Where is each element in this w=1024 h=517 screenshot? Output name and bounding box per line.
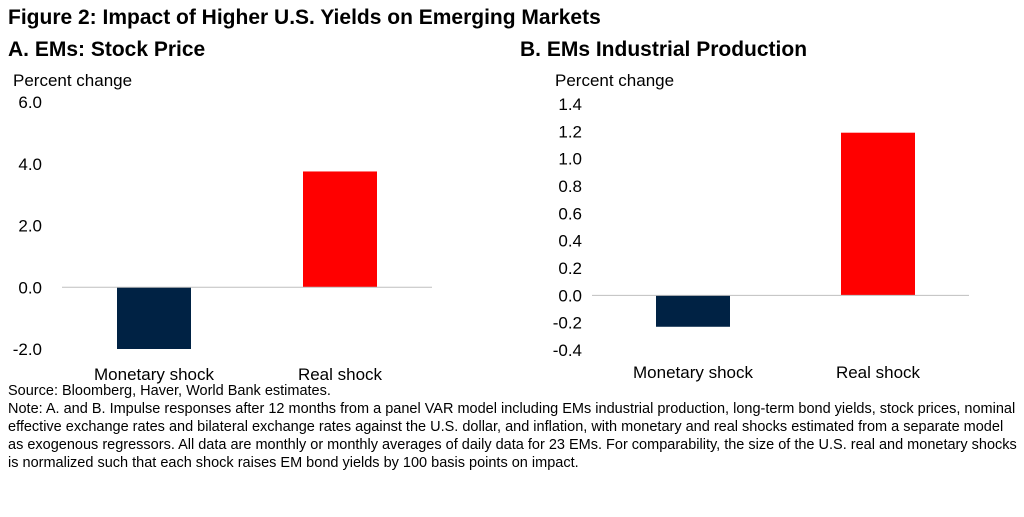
y-tick-label: 0.0 xyxy=(558,286,582,305)
industrial-production-chart: Percent change 1.4 1.2 1.0 0.8 0.6 0.4 0.2 0.0 -0… xyxy=(553,71,969,382)
y-tick-label: 0.0 xyxy=(18,278,42,297)
y-axis-label: Percent change xyxy=(555,71,674,90)
y-tick-label: 0.8 xyxy=(558,177,582,196)
y-tick-label: 2.0 xyxy=(18,217,42,236)
y-tick-label: 0.4 xyxy=(558,232,582,251)
y-tick-label: 1.2 xyxy=(558,122,582,141)
y-axis-label: Percent change xyxy=(13,71,132,90)
bar-real-shock xyxy=(303,171,377,288)
panel-b-title: B. EMs Industrial Production xyxy=(520,38,808,61)
figure-title: Figure 2: Impact of Higher U.S. Yields o… xyxy=(8,6,601,29)
y-tick-label: 0.2 xyxy=(558,259,582,278)
category-label: Real shock xyxy=(836,363,921,382)
y-tick-label: 1.0 xyxy=(558,150,582,169)
category-label: Monetary shock xyxy=(633,363,753,382)
y-tick-label: -0.2 xyxy=(553,314,582,333)
bar-monetary-shock xyxy=(117,287,191,349)
y-tick-label: -2.0 xyxy=(13,340,42,359)
y-tick-label: 4.0 xyxy=(18,155,42,174)
methodology-note: Note: A. and B. Impulse responses after … xyxy=(8,401,1017,471)
source-note: Source: Bloomberg, Haver, World Bank est… xyxy=(8,383,331,399)
y-tick-label: -0.4 xyxy=(553,341,582,360)
bar-monetary-shock xyxy=(656,295,730,327)
category-label: Real shock xyxy=(298,365,383,384)
bar-real-shock xyxy=(841,132,915,296)
figure-notes: Source: Bloomberg, Haver, World Bank est… xyxy=(8,382,1018,472)
y-tick-label: 6.0 xyxy=(18,93,42,112)
category-label: Monetary shock xyxy=(94,365,214,384)
stock-price-chart: Percent change 6.0 4.0 2.0 0.0 -2.0 Monetary s… xyxy=(13,71,432,384)
y-tick-label: 0.6 xyxy=(558,204,582,223)
panel-a-title: A. EMs: Stock Price xyxy=(8,38,206,61)
y-tick-label: 1.4 xyxy=(558,95,582,114)
